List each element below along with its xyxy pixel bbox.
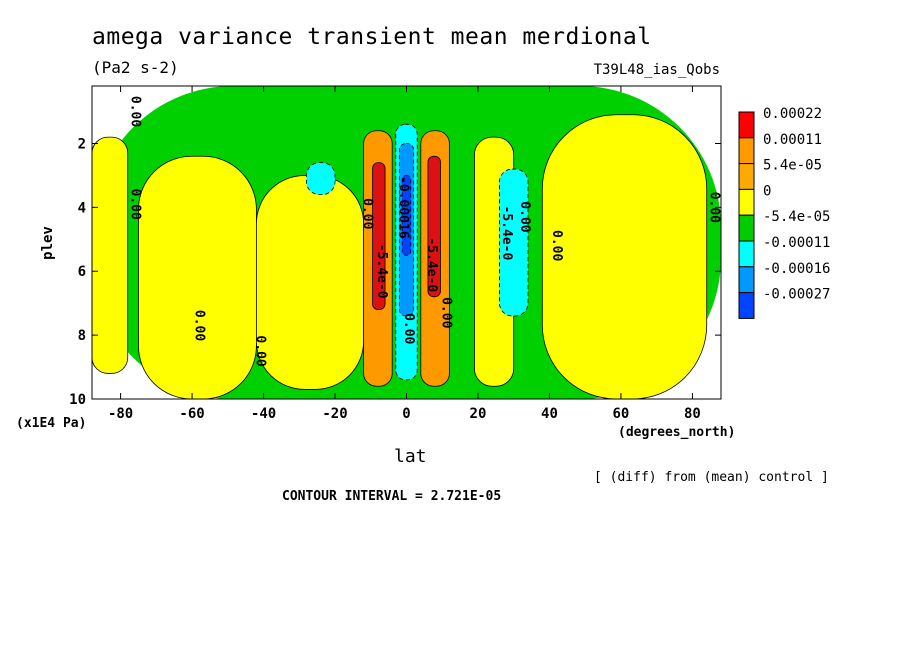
contour-label: -0.00016 [395, 176, 410, 239]
x-axis-unit: (degrees_north) [618, 425, 736, 440]
shaded-region-red [372, 162, 386, 310]
y-tick-label: 2 [78, 136, 86, 152]
legend-swatch [738, 188, 755, 216]
contour-line [363, 130, 393, 387]
diff-note: [ (diff) from (mean) control ] [594, 470, 829, 485]
legend-swatch [738, 111, 755, 139]
contour-line [427, 155, 441, 298]
y-tick-label: 4 [78, 200, 86, 216]
contour-line [398, 143, 415, 317]
legend-swatch [738, 292, 755, 319]
legend-swatch [738, 214, 755, 242]
contour-label: 0.00 [401, 313, 416, 344]
shaded-region-blue [402, 175, 411, 256]
legend-swatch [738, 240, 755, 268]
chart-units: (Pa2 s-2) [92, 58, 179, 77]
contour-label: -5.4e-0 [499, 206, 514, 261]
y-axis-label: plev [40, 226, 56, 260]
shaded-region-yellow [256, 175, 364, 390]
y-tick-label: 6 [78, 264, 86, 280]
chart-title: amega variance transient mean merdional [92, 24, 652, 50]
legend-swatch [738, 163, 755, 190]
x-axis-label: lat [394, 446, 427, 467]
shaded-region-yellow [92, 137, 128, 374]
contour-label: 0.00 [192, 310, 207, 341]
x-tick-label: -20 [322, 406, 347, 422]
legend-label: 0 [763, 183, 771, 199]
shaded-region-red [427, 156, 441, 297]
contour-label: 0.00 [127, 96, 142, 127]
x-tick-label: 80 [684, 406, 701, 422]
x-tick-label: -60 [179, 406, 204, 422]
contour-line [395, 123, 418, 381]
legend-label: -0.00011 [763, 235, 830, 251]
contour-line [401, 175, 412, 256]
legend-swatch [738, 137, 755, 165]
shaded-region-yellow [138, 156, 257, 399]
x-tick-label: 20 [470, 406, 487, 422]
shaded-region-yellow [542, 114, 707, 399]
legend-label: 5.4e-05 [763, 158, 822, 174]
legend-swatch [738, 266, 755, 294]
legend-label: 0.00022 [763, 106, 822, 122]
y-tick-label: 10 [69, 392, 86, 408]
contour-label: 0.00 [517, 201, 532, 232]
legend-label: -0.00027 [763, 287, 830, 303]
contour-line [499, 168, 529, 317]
legend-label: -5.4e-05 [763, 209, 830, 225]
legend-label: -0.00016 [763, 261, 830, 277]
contour-line [306, 162, 336, 195]
contour-label: -5.4e-0 [424, 237, 439, 292]
contour-label: 0.00 [360, 198, 375, 229]
y-axis-unit: (x1E4 Pa) [16, 416, 87, 431]
contour-label: 0.00 [127, 189, 142, 220]
x-tick-label: -40 [251, 406, 276, 422]
y-tick-label: 8 [78, 328, 86, 344]
run-label: T39L48_ias_Qobs [593, 62, 720, 78]
x-tick-label: -80 [108, 406, 133, 422]
contour-line [92, 136, 129, 374]
x-tick-label: 0 [402, 406, 410, 422]
contour-label: 0.00 [252, 335, 267, 366]
x-tick-label: 40 [541, 406, 558, 422]
contour-label: -5.4e-0 [374, 244, 389, 299]
contour-line [372, 162, 386, 310]
contour-interval: CONTOUR INTERVAL = 2.721E-05 [282, 489, 502, 504]
shaded-region-cyan [499, 169, 529, 316]
x-tick-label: 60 [613, 406, 630, 422]
contour-label: 0.00 [438, 297, 453, 328]
shaded-region-cyan [306, 162, 336, 195]
contour-label: 0.00 [706, 192, 721, 223]
legend-label: 0.00011 [763, 132, 822, 148]
contour-line [420, 130, 450, 387]
contour-label: 0.00 [549, 230, 564, 261]
